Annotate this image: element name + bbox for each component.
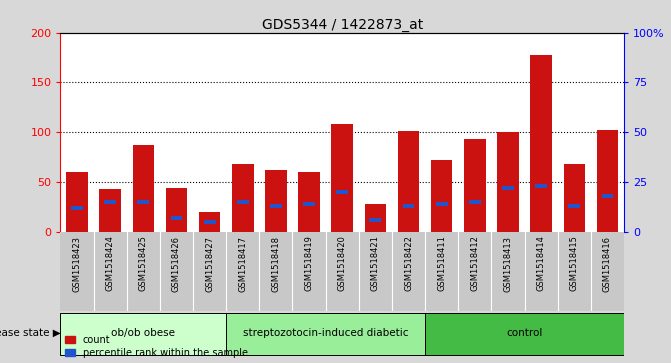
Bar (204, 220, 215, 224)
Bar (464, 139, 486, 232)
Bar (237, 200, 249, 204)
Bar (60, 314, 226, 355)
Text: GSM1518411: GSM1518411 (437, 236, 446, 291)
Bar (403, 204, 415, 208)
Bar (226, 314, 425, 355)
Text: GSM1518419: GSM1518419 (305, 236, 313, 291)
Text: ob/ob obese: ob/ob obese (111, 328, 175, 338)
Bar (66, 172, 88, 232)
Bar (265, 170, 287, 232)
Text: GSM1518416: GSM1518416 (603, 236, 612, 291)
Bar (568, 204, 580, 208)
Text: disease state ▶: disease state ▶ (0, 328, 60, 338)
Bar (336, 190, 348, 194)
Bar (331, 124, 353, 232)
Bar (530, 54, 552, 232)
Bar (270, 204, 282, 208)
Bar (469, 200, 480, 204)
Bar (138, 200, 149, 204)
Bar (71, 206, 83, 210)
Bar (597, 130, 618, 232)
Bar (398, 131, 419, 232)
Text: GSM1518418: GSM1518418 (271, 236, 280, 291)
Bar (535, 184, 547, 188)
Legend: count, percentile rank within the sample: count, percentile rank within the sample (65, 335, 248, 358)
Bar (166, 188, 187, 232)
Text: GSM1518425: GSM1518425 (139, 236, 148, 291)
Title: GDS5344 / 1422873_at: GDS5344 / 1422873_at (262, 18, 423, 32)
Bar (199, 212, 220, 232)
Bar (497, 132, 519, 232)
Bar (364, 204, 386, 232)
Bar (564, 164, 585, 232)
Bar (299, 172, 320, 232)
Text: GSM1518423: GSM1518423 (72, 236, 81, 291)
Bar (431, 160, 452, 232)
Text: GSM1518426: GSM1518426 (172, 236, 181, 291)
Text: GSM1518414: GSM1518414 (537, 236, 546, 291)
Bar (170, 216, 183, 220)
Text: GSM1518427: GSM1518427 (205, 236, 214, 291)
Bar (303, 202, 315, 206)
Text: GSM1518417: GSM1518417 (238, 236, 247, 291)
Text: control: control (507, 328, 543, 338)
Text: GSM1518413: GSM1518413 (503, 236, 513, 291)
Bar (104, 200, 116, 204)
Bar (425, 314, 624, 355)
Bar (232, 164, 254, 232)
Text: GSM1518415: GSM1518415 (570, 236, 579, 291)
Bar (601, 194, 613, 198)
Text: GSM1518421: GSM1518421 (371, 236, 380, 291)
Text: GSM1518420: GSM1518420 (338, 236, 347, 291)
Text: GSM1518424: GSM1518424 (105, 236, 115, 291)
Bar (502, 186, 514, 190)
Bar (99, 189, 121, 232)
Bar (370, 217, 381, 221)
Text: streptozotocin-induced diabetic: streptozotocin-induced diabetic (243, 328, 409, 338)
Bar (132, 145, 154, 232)
Text: GSM1518422: GSM1518422 (404, 236, 413, 291)
Text: GSM1518412: GSM1518412 (470, 236, 479, 291)
Bar (435, 202, 448, 206)
